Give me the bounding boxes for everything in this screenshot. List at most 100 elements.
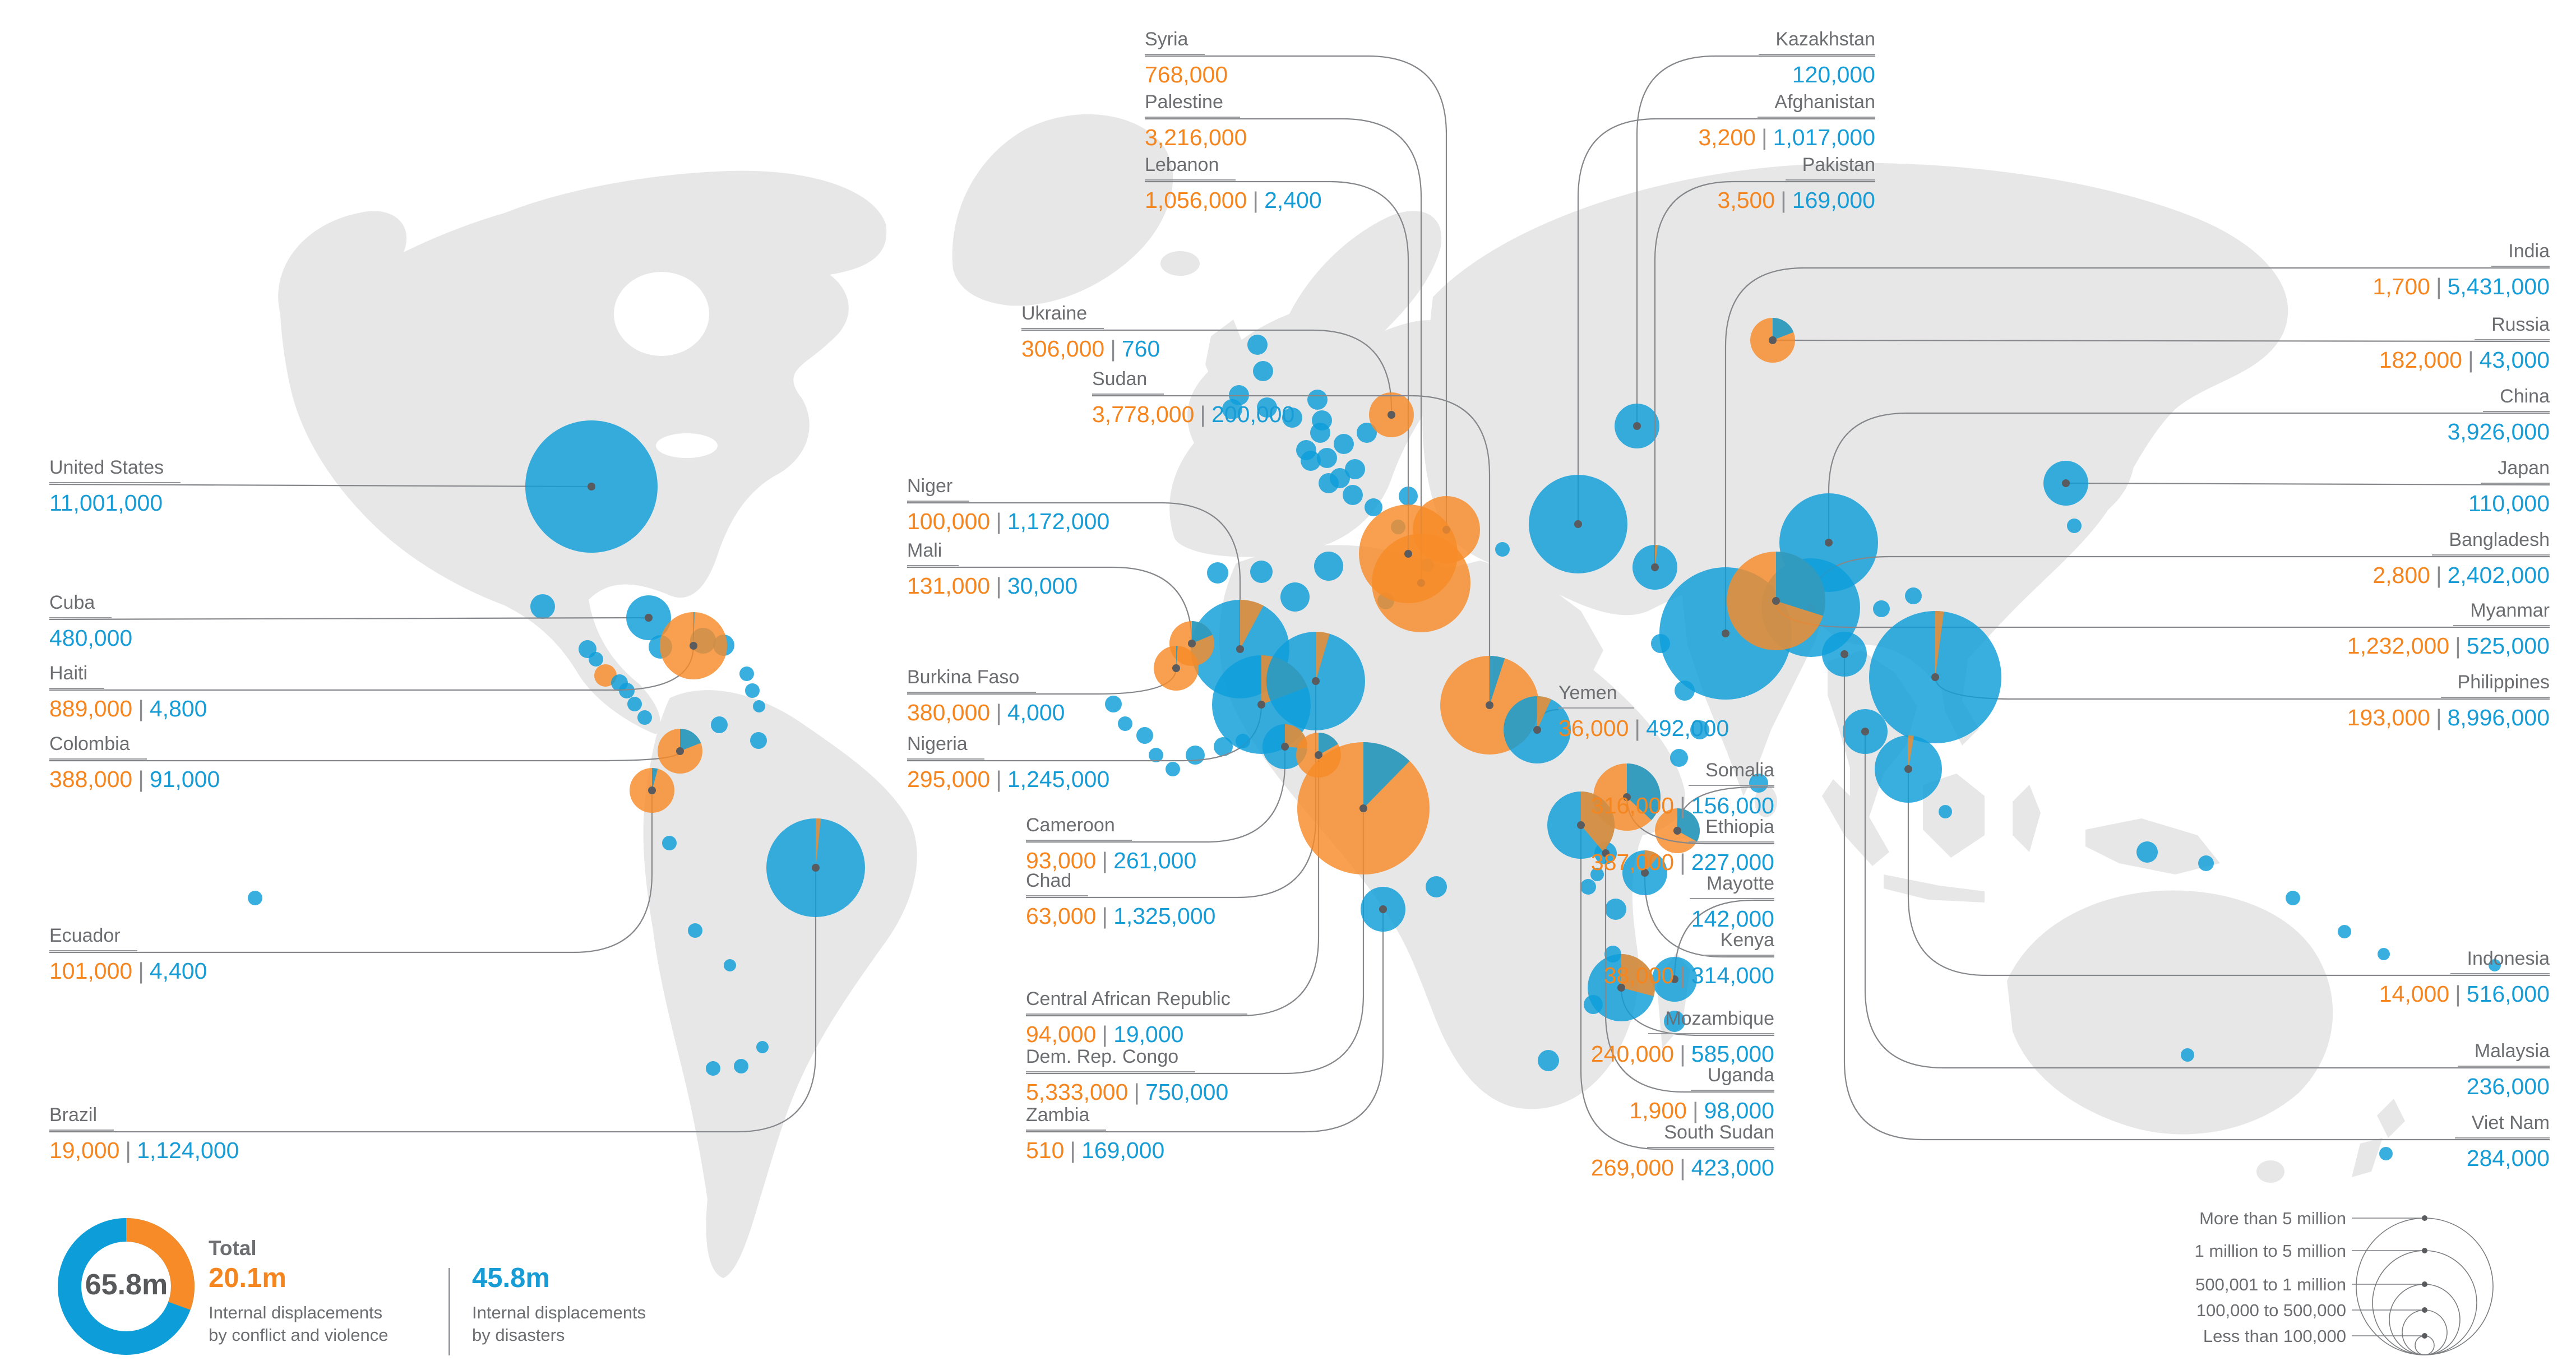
conflict-value: 1,900 (1629, 1098, 1687, 1123)
bubble-wedge-chad (1316, 632, 1330, 681)
map-bubble (1136, 727, 1153, 744)
country-name: Sudan (1092, 369, 1164, 395)
disaster-value: 110,000 (2468, 490, 2550, 516)
callout-line-dem-rep-congo (1026, 808, 1365, 1075)
total-displacements-value: 65.8m (85, 1269, 168, 1301)
conflict-value: 2,800 (2372, 562, 2430, 588)
value-separator: | (1102, 848, 1108, 873)
map-bubble (2198, 855, 2214, 871)
country-values: 110,000 (2468, 492, 2550, 515)
callout-line-south-sudan (1580, 825, 1774, 1150)
disaster-value: 585,000 (1691, 1041, 1774, 1067)
country-values: 284,000 (2467, 1147, 2550, 1170)
iceland (1160, 251, 1200, 276)
bubble-wedge-niger (1240, 599, 1264, 649)
map-bubble (753, 700, 765, 712)
map-bubble (637, 710, 652, 725)
conflict-value: 63,000 (1026, 903, 1097, 929)
conflict-value: 510 (1026, 1137, 1065, 1163)
country-values: 269,000 | 423,000 (1591, 1156, 1774, 1179)
disaster-value: 200,000 (1211, 401, 1295, 427)
disaster-value: 120,000 (1792, 62, 1875, 87)
new-zealand (2352, 1099, 2405, 1177)
country-name: Central African Republic (1026, 989, 1247, 1015)
map-bubble (1538, 1050, 1559, 1071)
map-bubble (1605, 899, 1626, 920)
disaster-value: 142,000 (1691, 906, 1774, 932)
map-bubble (1580, 879, 1596, 895)
country-values: 3,778,000 | 200,000 (1092, 403, 1294, 426)
disaster-value: 1,325,000 (1113, 903, 1216, 929)
value-separator: | (138, 958, 144, 984)
conflict-value: 131,000 (907, 573, 991, 599)
country-values: 295,000 | 1,245,000 (907, 768, 1109, 791)
map-bubble (1118, 716, 1132, 731)
country-name: Haiti (49, 664, 105, 689)
map-bubble (627, 697, 642, 711)
value-separator: | (1634, 715, 1641, 741)
map-bubble (1247, 335, 1268, 355)
country-name: Chad (1026, 871, 1089, 896)
map-bubble (1670, 749, 1688, 767)
size-legend-label: 1 million to 5 million (2194, 1241, 2347, 1261)
map-bubble (1319, 473, 1339, 493)
callout-dot-brazil (812, 864, 820, 872)
legend-divider (448, 1268, 450, 1355)
country-values: 240,000 | 585,000 (1591, 1043, 1774, 1066)
map-bubble (2489, 959, 2501, 971)
country-values: 3,926,000 (2448, 420, 2550, 443)
conflict-value: 94,000 (1026, 1021, 1097, 1047)
country-name: Yemen (1558, 683, 1634, 709)
map-bubble (1357, 423, 1377, 443)
country-values: 101,000 | 4,400 (49, 960, 207, 983)
value-separator: | (1680, 1155, 1686, 1181)
map-bubble (1149, 748, 1163, 762)
country-values: 5,333,000 | 750,000 (1026, 1081, 1228, 1104)
value-separator: | (2435, 562, 2442, 588)
callout-dot-central-african-republic (1315, 751, 1322, 759)
disaster-value: 1,017,000 (1773, 124, 1875, 150)
disaster-value: 1,172,000 (1007, 508, 1110, 534)
bubble-wedge-central-african-republic (1319, 733, 1338, 755)
country-values: 93,000 | 261,000 (1026, 849, 1196, 872)
map-bubble (2136, 841, 2158, 863)
disaster-value: 492,000 (1646, 715, 1729, 741)
conflict-value: 269,000 (1590, 1155, 1675, 1181)
sumatra (1822, 779, 1889, 866)
disaster-value: 516,000 (2466, 981, 2550, 1007)
conflict-value: 387,000 (1590, 849, 1675, 875)
bubble-wedge-russia (1773, 317, 1794, 340)
map-bubble (1873, 600, 1890, 617)
map-bubble (1317, 448, 1337, 468)
callout-line-zambia (1026, 909, 1384, 1133)
callout-dot-chad (1312, 677, 1320, 685)
country-values: 380,000 | 4,000 (907, 701, 1065, 724)
disaster-value: 236,000 (2466, 1073, 2550, 1099)
conflict-desc-line2: by conflict and violence (209, 1325, 389, 1345)
bubble-wedge-myanmar (1776, 552, 1826, 616)
country-values: 1,056,000 | 2,400 (1145, 189, 1322, 212)
callout-line-india (1724, 267, 2550, 633)
map-bubble (1426, 876, 1447, 897)
value-separator: | (1070, 1137, 1076, 1163)
country-values: 3,500 | 169,000 (1718, 189, 1875, 212)
country-name: United States (49, 458, 181, 483)
callout-dot-myanmar (1772, 597, 1780, 605)
value-separator: | (2455, 981, 2461, 1007)
country-name: Bangladesh (2432, 530, 2550, 556)
country-values: 182,000 | 43,000 (2379, 349, 2550, 372)
map-bubble (2286, 891, 2300, 905)
map-bubble (1345, 459, 1365, 479)
country-values: 236,000 (2467, 1075, 2550, 1098)
map-bubble (1590, 868, 1604, 881)
country-name: South Sudan (1647, 1123, 1774, 1148)
bubble-wedge-somalia (1677, 808, 1700, 842)
country-name: Ecuador (49, 926, 137, 951)
disaster-total-value: 45.8m (472, 1263, 550, 1293)
callout-dot-afghanistan (1574, 520, 1582, 528)
disaster-value: 5,431,000 (2447, 274, 2550, 299)
size-legend-circle (2389, 1284, 2461, 1355)
callout-dot-somalia (1673, 827, 1681, 835)
callout-dot-cameroon (1281, 743, 1289, 751)
sri-lanka (1755, 786, 1777, 817)
